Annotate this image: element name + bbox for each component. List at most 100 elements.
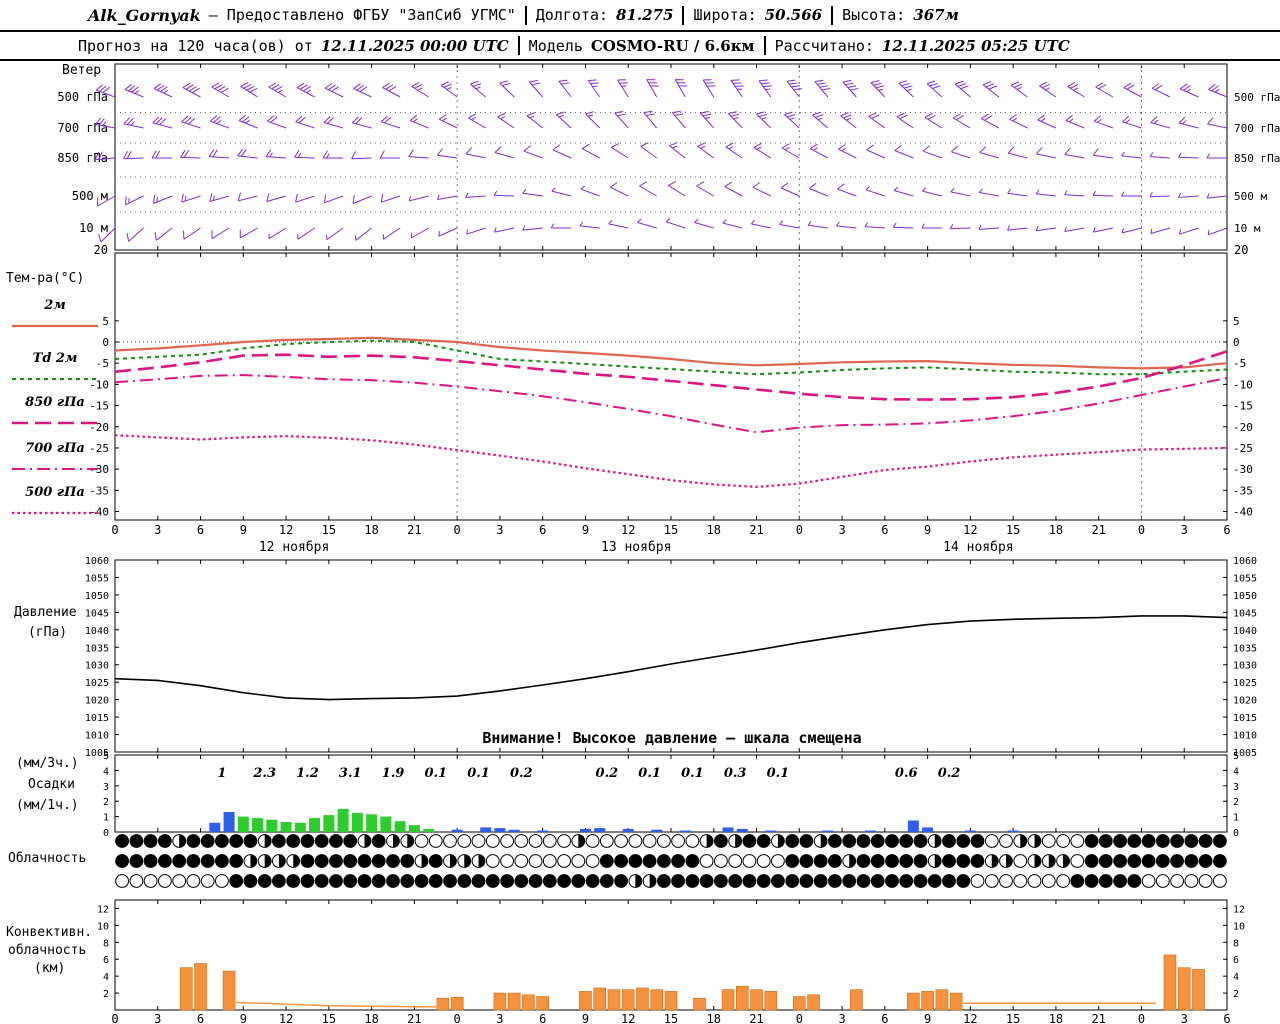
legend-t500-line-sample bbox=[4, 501, 106, 515]
wind-level-label: 10 м bbox=[1234, 222, 1261, 235]
svg-text:1.9: 1.9 bbox=[382, 766, 405, 781]
svg-text:1020: 1020 bbox=[85, 696, 109, 707]
svg-text:0: 0 bbox=[111, 523, 118, 537]
wind-level-label: 500 гПа bbox=[1234, 91, 1280, 104]
svg-text:5: 5 bbox=[103, 751, 109, 762]
svg-text:6: 6 bbox=[881, 1012, 888, 1024]
svg-text:-40: -40 bbox=[1233, 506, 1253, 519]
svg-text:18: 18 bbox=[364, 523, 378, 537]
legend-t700-label: 700 гПа bbox=[25, 441, 85, 456]
svg-text:9: 9 bbox=[924, 1012, 931, 1024]
convective-panel: 12 12 10 10 8 8 6 6 4 4 2 2 0 3 6 9 12 15 18 21 0 3 6 9 12 15 18 21… bbox=[97, 899, 1245, 1024]
svg-text:21: 21 bbox=[407, 1012, 421, 1024]
precip-1h-label: (мм/1ч.) bbox=[16, 798, 79, 813]
legend-t500-label: 500 гПа bbox=[25, 485, 85, 500]
header-separator bbox=[517, 36, 520, 55]
svg-text:-25: -25 bbox=[89, 442, 109, 455]
svg-text:1025: 1025 bbox=[1233, 678, 1257, 689]
svg-text:8: 8 bbox=[1233, 938, 1239, 949]
svg-text:1030: 1030 bbox=[1233, 661, 1257, 672]
precip-panel-title: Осадки bbox=[28, 777, 75, 792]
model-name: COSMO-RU / 6.6км bbox=[590, 36, 755, 55]
svg-text:1045: 1045 bbox=[1233, 608, 1257, 619]
longitude-value: 81.275 bbox=[616, 6, 674, 24]
longitude-label: Долгота: bbox=[535, 6, 609, 24]
legend-td2m-line-sample bbox=[4, 367, 106, 380]
svg-text:21: 21 bbox=[749, 523, 763, 537]
altitude-label: Высота: bbox=[842, 6, 906, 24]
svg-text:0: 0 bbox=[1233, 336, 1240, 349]
wind-level-label: 700 гПа bbox=[1234, 122, 1280, 135]
svg-text:12: 12 bbox=[279, 1012, 293, 1024]
svg-text:-30: -30 bbox=[89, 463, 109, 476]
svg-text:3: 3 bbox=[1233, 782, 1239, 793]
header-separator bbox=[682, 5, 685, 25]
svg-text:2: 2 bbox=[103, 989, 109, 1000]
wind-level-label: 850 гПа bbox=[1234, 152, 1280, 165]
legend-td2m: Td 2м bbox=[4, 351, 106, 380]
svg-text:2.3: 2.3 bbox=[252, 766, 276, 781]
header-separator bbox=[763, 36, 766, 55]
run-time: 12.11.2025 00:00 UTC bbox=[320, 36, 509, 55]
svg-text:2: 2 bbox=[103, 797, 109, 808]
svg-text:-5: -5 bbox=[96, 357, 109, 370]
svg-text:0: 0 bbox=[1233, 828, 1239, 839]
svg-text:1060: 1060 bbox=[1233, 556, 1257, 567]
svg-text:0.6: 0.6 bbox=[895, 766, 918, 781]
svg-text:18: 18 bbox=[1049, 1012, 1063, 1024]
cloudiness-panel-title: Облачность bbox=[8, 851, 87, 866]
latitude-value: 50.566 bbox=[764, 6, 823, 24]
precip-3h-label: (мм/3ч.) bbox=[16, 756, 79, 771]
svg-text:-10: -10 bbox=[89, 378, 109, 391]
svg-text:0.1: 0.1 bbox=[424, 766, 447, 781]
svg-text:0.2: 0.2 bbox=[596, 766, 619, 781]
legend-t850-label: 850 гПа bbox=[25, 395, 85, 410]
svg-text:3: 3 bbox=[838, 523, 845, 537]
svg-text:9: 9 bbox=[582, 523, 589, 537]
svg-text:15: 15 bbox=[664, 523, 678, 537]
svg-text:12: 12 bbox=[621, 1012, 635, 1024]
temperature-panel: 5 50 0-5 -5-10 -10-15 -15-20 -20-25 -25-30 -30-3… bbox=[89, 252, 1253, 555]
svg-text:18: 18 bbox=[1049, 523, 1063, 537]
legend-t700: 700 гПа bbox=[4, 441, 106, 470]
wind-level-label: 500 м bbox=[1234, 190, 1267, 203]
header-separator bbox=[831, 5, 834, 25]
svg-text:1005: 1005 bbox=[1233, 748, 1257, 759]
svg-text:6: 6 bbox=[103, 955, 109, 966]
svg-text:2: 2 bbox=[1233, 989, 1239, 1000]
header-separator bbox=[524, 5, 527, 25]
svg-text:15: 15 bbox=[322, 523, 336, 537]
latitude-label: Широта: bbox=[693, 6, 757, 24]
svg-text:0: 0 bbox=[111, 1012, 118, 1024]
svg-text:6: 6 bbox=[539, 1012, 546, 1024]
svg-text:-15: -15 bbox=[1233, 400, 1253, 413]
svg-text:6: 6 bbox=[197, 1012, 204, 1024]
svg-text:3: 3 bbox=[1181, 1012, 1188, 1024]
svg-text:3: 3 bbox=[1181, 523, 1188, 537]
svg-text:0.3: 0.3 bbox=[724, 766, 747, 781]
svg-text:14 ноября: 14 ноября bbox=[943, 540, 1013, 555]
svg-text:1010: 1010 bbox=[85, 731, 109, 742]
svg-text:1015: 1015 bbox=[1233, 713, 1257, 724]
svg-text:15: 15 bbox=[664, 1012, 678, 1024]
svg-text:-40: -40 bbox=[89, 506, 109, 519]
svg-text:0.1: 0.1 bbox=[681, 766, 704, 781]
svg-text:3: 3 bbox=[496, 523, 503, 537]
svg-text:20: 20 bbox=[94, 243, 108, 257]
svg-text:3: 3 bbox=[154, 1012, 161, 1024]
svg-text:0: 0 bbox=[454, 523, 461, 537]
svg-text:-35: -35 bbox=[1233, 484, 1253, 497]
svg-text:-10: -10 bbox=[1233, 378, 1253, 391]
svg-text:6: 6 bbox=[1223, 523, 1230, 537]
svg-text:0: 0 bbox=[796, 523, 803, 537]
provider-text: – Предоставлено ФГБУ "ЗапСиб УГМС" bbox=[208, 6, 516, 24]
pressure-unit-label: (гПа) bbox=[28, 625, 68, 640]
svg-text:6: 6 bbox=[881, 523, 888, 537]
svg-text:15: 15 bbox=[1006, 523, 1020, 537]
svg-text:0.1: 0.1 bbox=[767, 766, 790, 781]
svg-text:20: 20 bbox=[1234, 243, 1248, 257]
forecast-prefix: Прогноз на 120 часа(ов) от bbox=[78, 36, 313, 55]
legend-td2m-label: Td 2м bbox=[32, 351, 78, 366]
header-line-2: Прогноз на 120 часа(ов) от 12.11.2025 00… bbox=[0, 32, 1280, 61]
svg-text:1.2: 1.2 bbox=[296, 766, 319, 781]
